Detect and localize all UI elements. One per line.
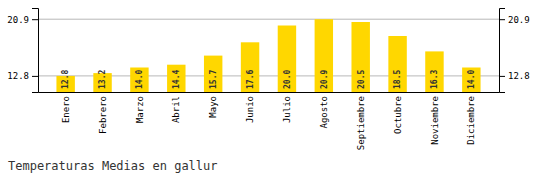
y-tick: 12.8	[7, 71, 38, 81]
data-label: 14.4	[172, 70, 181, 89]
data-label: 13.2	[98, 70, 107, 89]
data-label: 20.5	[357, 70, 366, 89]
x-tick-label: Marzo	[135, 96, 145, 123]
x-tick-label: Diciembre	[466, 96, 476, 145]
x-tick-label: Abril	[171, 96, 181, 123]
y2-tick-label: 12.8	[508, 71, 530, 81]
x-tick-label: Julio	[282, 96, 292, 123]
bar	[167, 65, 185, 92]
x-tick: Mayo	[208, 92, 218, 118]
bar	[241, 42, 259, 92]
data-label: 14.0	[135, 70, 144, 89]
y2-tick-mark	[499, 19, 505, 20]
y-axis: 12.8 20.9	[7, 9, 38, 93]
data-label: 18.5	[393, 70, 402, 89]
x-tick-label: Enero	[61, 96, 71, 123]
x-tick-label: Septiembre	[356, 96, 366, 150]
x-axis: Enero Febrero Marzo Abril Mayo Junio Julio Agos…	[39, 92, 500, 150]
x-tick: Agosto	[319, 92, 329, 129]
data-label: 20.0	[283, 70, 292, 89]
x-tick-label: Junio	[245, 96, 255, 123]
x-tick: Septiembre	[356, 92, 366, 150]
x-axis-line	[39, 92, 500, 93]
y-tick-label: 12.8	[7, 71, 29, 81]
x-tick: Octubre	[393, 92, 403, 134]
data-label: 17.6	[246, 70, 255, 89]
bar	[130, 68, 148, 93]
x-tick: Junio	[245, 92, 255, 123]
y2-tick-mark	[499, 76, 505, 77]
x-tick: Noviembre	[430, 92, 440, 145]
y-tick-label: 20.9	[7, 15, 29, 25]
y-tick-mark	[32, 19, 38, 20]
bar	[278, 26, 296, 93]
y-tick-mark	[32, 76, 38, 77]
x-tick-label: Octubre	[393, 96, 403, 134]
bar	[462, 68, 480, 93]
x-tick: Febrero	[98, 92, 108, 134]
data-labels: 12.8 13.2 14.0 14.4 15.7 17.6 20.0 20.9 20.5 18.5…	[61, 70, 476, 89]
x-tick-label: Agosto	[319, 96, 329, 129]
data-label: 20.9	[320, 70, 329, 89]
bar	[351, 22, 369, 92]
x-tick-label: Mayo	[208, 96, 218, 118]
bar	[388, 36, 406, 92]
x-tick-label: Febrero	[98, 96, 108, 134]
plot: Enero Febrero Marzo Abril Mayo Junio Julio Agos…	[7, 9, 529, 151]
data-label: 15.7	[209, 70, 218, 89]
title: Temperaturas Medias en gallur	[8, 159, 218, 173]
x-tick: Diciembre	[466, 92, 476, 145]
data-label: 14.0	[467, 70, 476, 89]
bar	[425, 51, 443, 92]
y2-tick-label: 20.9	[508, 15, 530, 25]
y-axis-line	[32, 9, 39, 93]
y-tick: 20.9	[7, 15, 38, 25]
grid-line	[38, 19, 499, 20]
y2-axis-line	[500, 9, 506, 93]
x-tick: Enero	[61, 92, 71, 123]
y2-axis: 12.8 20.9	[499, 9, 530, 93]
data-label: 12.8	[61, 70, 70, 89]
data-label: 16.3	[430, 70, 439, 89]
bar	[315, 19, 333, 92]
x-tick: Abril	[171, 92, 181, 123]
y2-tick: 20.9	[499, 15, 530, 25]
x-tick-label: Noviembre	[430, 96, 440, 145]
bar	[204, 56, 222, 92]
x-tick: Julio	[282, 92, 292, 123]
bars	[56, 19, 480, 92]
x-tick: Marzo	[135, 92, 145, 123]
y2-tick: 12.8	[499, 71, 530, 81]
chart: Enero Febrero Marzo Abril Mayo Junio Julio Agos…	[0, 0, 537, 174]
